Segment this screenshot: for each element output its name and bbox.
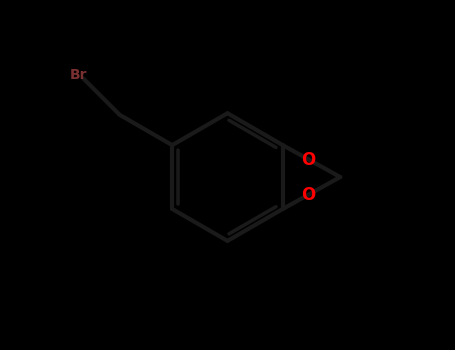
Text: O: O [302,186,316,204]
Text: Br: Br [70,69,87,83]
Text: O: O [302,150,316,168]
